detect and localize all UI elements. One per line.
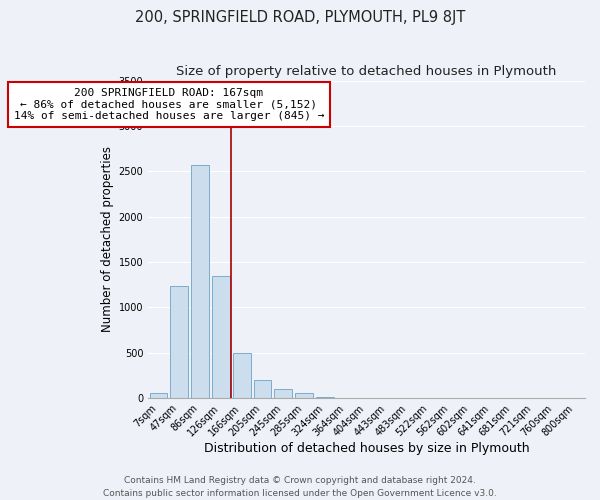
Bar	[316, 397, 334, 398]
Bar	[191, 165, 209, 398]
Bar	[274, 389, 292, 398]
Bar	[212, 276, 230, 398]
X-axis label: Distribution of detached houses by size in Plymouth: Distribution of detached houses by size …	[204, 442, 529, 455]
Bar	[170, 286, 188, 398]
Title: Size of property relative to detached houses in Plymouth: Size of property relative to detached ho…	[176, 65, 557, 78]
Bar	[295, 394, 313, 398]
Text: 200 SPRINGFIELD ROAD: 167sqm
← 86% of detached houses are smaller (5,152)
14% of: 200 SPRINGFIELD ROAD: 167sqm ← 86% of de…	[14, 88, 324, 121]
Bar	[233, 352, 251, 398]
Bar	[149, 394, 167, 398]
Text: Contains HM Land Registry data © Crown copyright and database right 2024.
Contai: Contains HM Land Registry data © Crown c…	[103, 476, 497, 498]
Y-axis label: Number of detached properties: Number of detached properties	[101, 146, 115, 332]
Text: 200, SPRINGFIELD ROAD, PLYMOUTH, PL9 8JT: 200, SPRINGFIELD ROAD, PLYMOUTH, PL9 8JT	[135, 10, 465, 25]
Bar	[254, 380, 271, 398]
